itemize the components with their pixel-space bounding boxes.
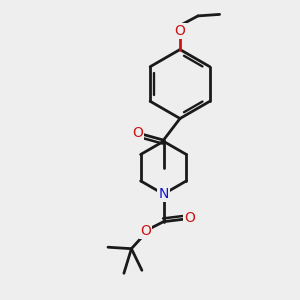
Text: O: O bbox=[132, 127, 143, 140]
Text: N: N bbox=[158, 187, 169, 201]
Text: O: O bbox=[184, 211, 195, 225]
Text: O: O bbox=[175, 24, 185, 38]
Text: O: O bbox=[140, 224, 151, 238]
